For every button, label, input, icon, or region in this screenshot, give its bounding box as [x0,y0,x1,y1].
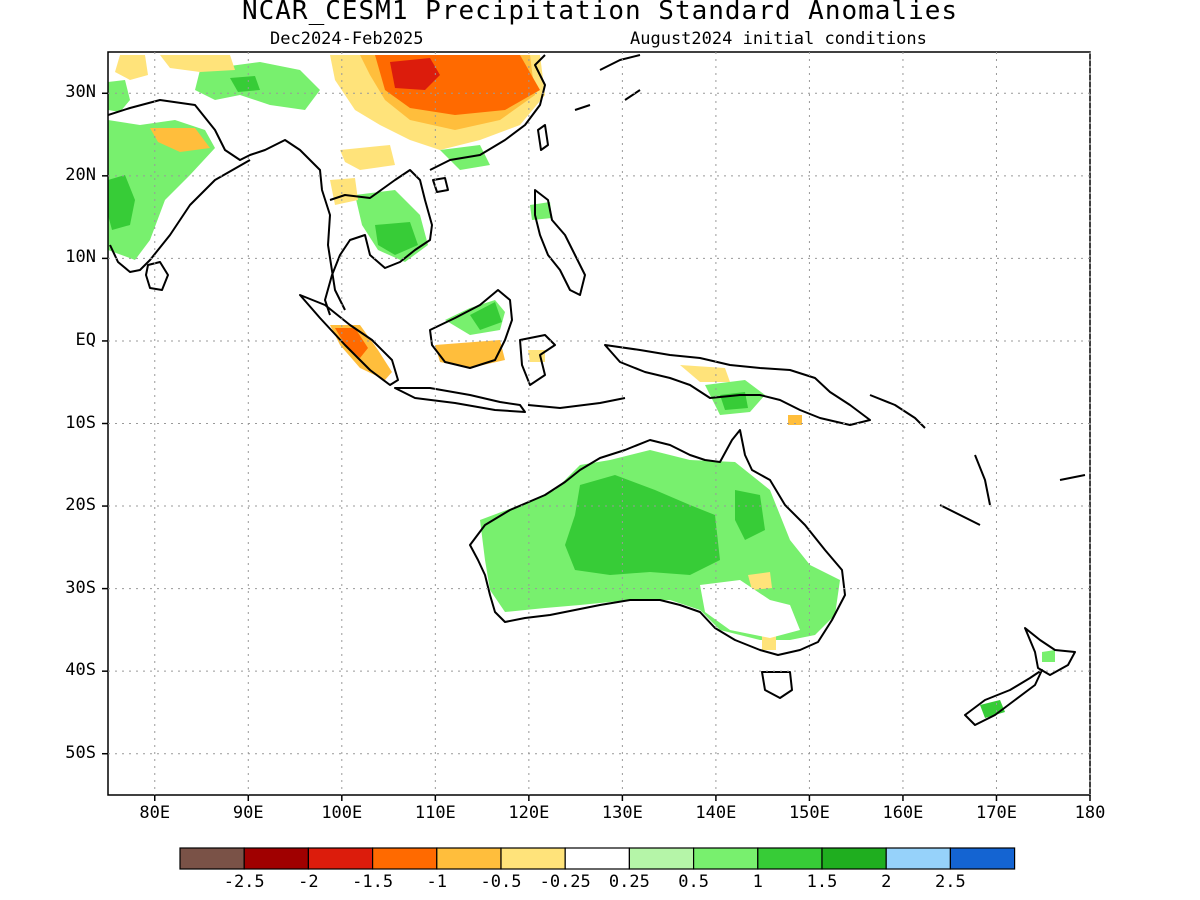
australia-dry-spot-2 [762,635,776,650]
lat-label: 10S [65,412,96,433]
lon-label: 180 [1074,803,1106,823]
sri-lanka [145,261,169,291]
graticule [108,52,1091,795]
colorbar-swatch [885,847,952,870]
south-china-dry-core [390,58,440,90]
sulawesi-dry [528,350,545,362]
colorbar-tick-label: -1.5 [352,872,394,892]
season-subtitle: Dec2024-Feb2025 [270,29,424,49]
lat-label: 10N [65,247,96,268]
colorbar-tick-label: -2.5 [223,872,265,892]
australia-wet-core-2 [735,490,765,540]
lon-label: 170E [975,803,1017,823]
philippines [534,189,586,296]
lon-label: 100E [321,803,363,823]
lat-label: 20S [65,495,96,516]
lon-label: 80E [139,803,171,823]
himalaya-wet-core [230,76,260,92]
colorbar-swatch [757,847,823,870]
taiwan [537,124,549,151]
lon-label: 90E [232,803,264,823]
lat-label: 50S [65,742,96,763]
colorbar [179,847,1016,870]
anomaly-field [108,55,1055,718]
india-peninsula [109,159,251,273]
nz-north-island [1024,627,1076,676]
japan-ryukyu [574,54,641,111]
tasmania [761,671,793,699]
lat-label: 30N [65,82,96,103]
lat-label: 40S [65,660,96,681]
india-coastline [108,99,346,311]
sumatra-dry-core [335,328,368,358]
indochina-coastline [324,169,433,316]
colorbar-swatch [179,847,245,870]
nz-south-island [964,669,1043,726]
colorbar-tick-label: 2.5 [935,872,966,892]
lat-label: EQ [75,329,96,350]
india-wet-anomaly [108,120,215,260]
initial-conditions-subtitle: August2024 initial conditions [630,29,927,49]
colorbar-tick-label: -0.5 [480,872,522,892]
colorbar-swatch [564,847,631,870]
indochina-dry [330,178,358,205]
tibet-dry [115,55,148,80]
nz-wet-north [1042,650,1055,662]
arabian-wet [108,80,130,112]
colorbar-tick-label: 0.25 [608,872,650,892]
lon-label: 120E [508,803,550,823]
vanuatu-fiji [939,454,1086,526]
india-dry-patch [150,128,210,152]
lon-label: 150E [788,803,830,823]
colorbar-tick-label: 2 [881,872,892,892]
borneo [429,289,513,369]
lesser-sunda [527,397,626,409]
png-dry [788,415,802,425]
colorbar-swatch [821,847,887,870]
tibet-dry-2 [160,55,235,72]
colorbar-swatch [307,847,374,870]
colorbar-tick-label: 1.5 [806,872,838,892]
australia-neutral-se [700,580,800,638]
australia-coastline [469,429,846,656]
china-coastline [429,54,546,171]
colorbar-tick-label: -0.25 [539,872,591,892]
indochina-wet-core [375,222,418,255]
india-wet-core [108,175,135,230]
yunnan-dry [340,145,395,170]
lon-label: 110E [414,803,456,823]
new-guinea-dry [680,365,730,382]
colorbar-tick-label: -1 [426,872,448,892]
java [394,387,526,413]
colorbar-tick-label: 0.5 [678,872,709,892]
lon-label: 140E [695,803,737,823]
colorbar-swatch [628,847,695,870]
nz-wet-south [980,700,1005,718]
hainan [432,177,449,193]
chart-title: NCAR_CESM1 Precipitation Standard Anomal… [241,0,959,26]
sulawesi [519,334,556,386]
colorbar-swatch [372,847,438,870]
new-guinea [604,344,871,426]
colorbar-swatch [243,847,309,870]
australia-wet-core [565,475,720,575]
colorbar-tick-label: -2 [298,872,319,892]
lat-label: 20N [65,164,96,185]
australia-dry-spot [748,572,772,590]
colorbar-swatch [500,847,566,870]
borneo-dry [435,340,505,368]
colorbar-swatch [692,847,759,870]
axis-ticks [102,92,1091,801]
coastlines [108,54,1086,726]
lon-label: 130E [601,803,643,823]
lon-label: 160E [882,803,924,823]
lat-label: 30S [65,577,96,598]
colorbar-swatch [436,847,502,870]
colorbar-tick-label: 1 [752,872,763,892]
colorbar-swatch [949,847,1016,870]
borneo-wet-core [470,302,502,330]
